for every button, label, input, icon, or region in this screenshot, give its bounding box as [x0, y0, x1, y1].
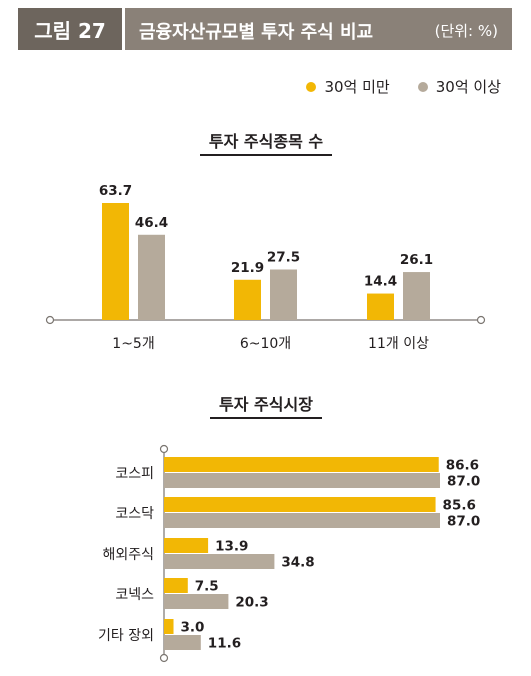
- chart2-bar: [164, 538, 209, 553]
- chart1-data-label: 26.1: [400, 252, 433, 268]
- chart1-data-label: 27.5: [267, 249, 300, 265]
- chart2-data-label: 20.3: [235, 595, 268, 611]
- chart2-bar: [164, 635, 201, 650]
- chart1-bar: [102, 203, 129, 320]
- chart1-data-label: 63.7: [99, 183, 132, 199]
- chart2-data-label: 86.6: [446, 458, 479, 474]
- chart2-bar: [164, 554, 275, 569]
- title-bar: 금융자산규모별 투자 주식 비교 (단위: %): [125, 8, 512, 50]
- chart2-bar: [164, 619, 174, 634]
- chart1-data-label: 21.9: [231, 260, 264, 276]
- chart1-bar: [138, 234, 165, 320]
- chart1-axis-end-left: [45, 315, 55, 325]
- chart1-bar: [367, 293, 394, 320]
- chart2-category-label: 코스닥: [115, 506, 154, 522]
- chart1-bar: [270, 269, 297, 320]
- chart1-data-label: 14.4: [364, 274, 397, 290]
- chart2-data-label: 85.6: [443, 498, 476, 514]
- chart2-data-label: 87.0: [447, 474, 480, 490]
- legend-item-under-30: 30억 미만: [306, 76, 390, 97]
- chart2-axis-end-bottom: [159, 653, 169, 663]
- legend-item-over-30: 30억 이상: [417, 76, 501, 97]
- chart1-category-label: 6~10개: [240, 336, 291, 352]
- chart2-data-label: 3.0: [181, 620, 205, 636]
- chart1-title: 투자 주식종목 수: [209, 132, 323, 151]
- chart2-category-label: 코넥스: [115, 587, 154, 603]
- chart1-bar: [403, 272, 430, 320]
- chart2-category-label: 해외주식: [102, 547, 154, 563]
- chart1-data-label: 46.4: [135, 215, 168, 231]
- figure-title: 금융자산규모별 투자 주식 비교: [139, 22, 374, 43]
- chart2-data-label: 7.5: [195, 579, 219, 595]
- chart1-category-label: 1~5개: [112, 336, 154, 352]
- chart2-bar: [164, 578, 188, 593]
- legend-swatch-over-30: [417, 81, 428, 92]
- figure-header: 그림 27 금융자산규모별 투자 주식 비교 (단위: %): [18, 8, 512, 50]
- legend-label-under-30: 30억 미만: [324, 78, 390, 96]
- chart2-axis-end-top: [159, 444, 169, 454]
- figure-label: 그림 27: [18, 8, 122, 50]
- chart2-data-label: 87.0: [447, 514, 480, 530]
- chart2-bar: [164, 513, 440, 528]
- chart2-bar: [164, 594, 229, 609]
- chart1-bar: [234, 279, 261, 320]
- chart2-category-label: 기타 장외: [98, 628, 154, 644]
- unit-label: (단위: %): [434, 22, 498, 40]
- chart2-data-label: 13.9: [215, 539, 248, 555]
- legend: 30억 미만 30억 이상: [306, 76, 501, 97]
- chart2-title: 투자 주식시장: [219, 395, 313, 414]
- legend-label-over-30: 30억 이상: [435, 78, 501, 96]
- chart1-title-underline: [200, 154, 332, 156]
- chart1-category-label: 11개 이상: [368, 336, 429, 352]
- chart2-bar: [164, 457, 439, 472]
- chart2-category-label: 코스피: [115, 466, 154, 482]
- chart2-data-label: 11.6: [208, 636, 241, 652]
- chart2-data-label: 34.8: [281, 555, 314, 571]
- chart1-axis-end-right: [476, 315, 486, 325]
- chart2-bar: [164, 473, 440, 488]
- chart2-title-underline: [210, 417, 322, 419]
- legend-swatch-under-30: [306, 81, 317, 92]
- chart2-bar: [164, 497, 436, 512]
